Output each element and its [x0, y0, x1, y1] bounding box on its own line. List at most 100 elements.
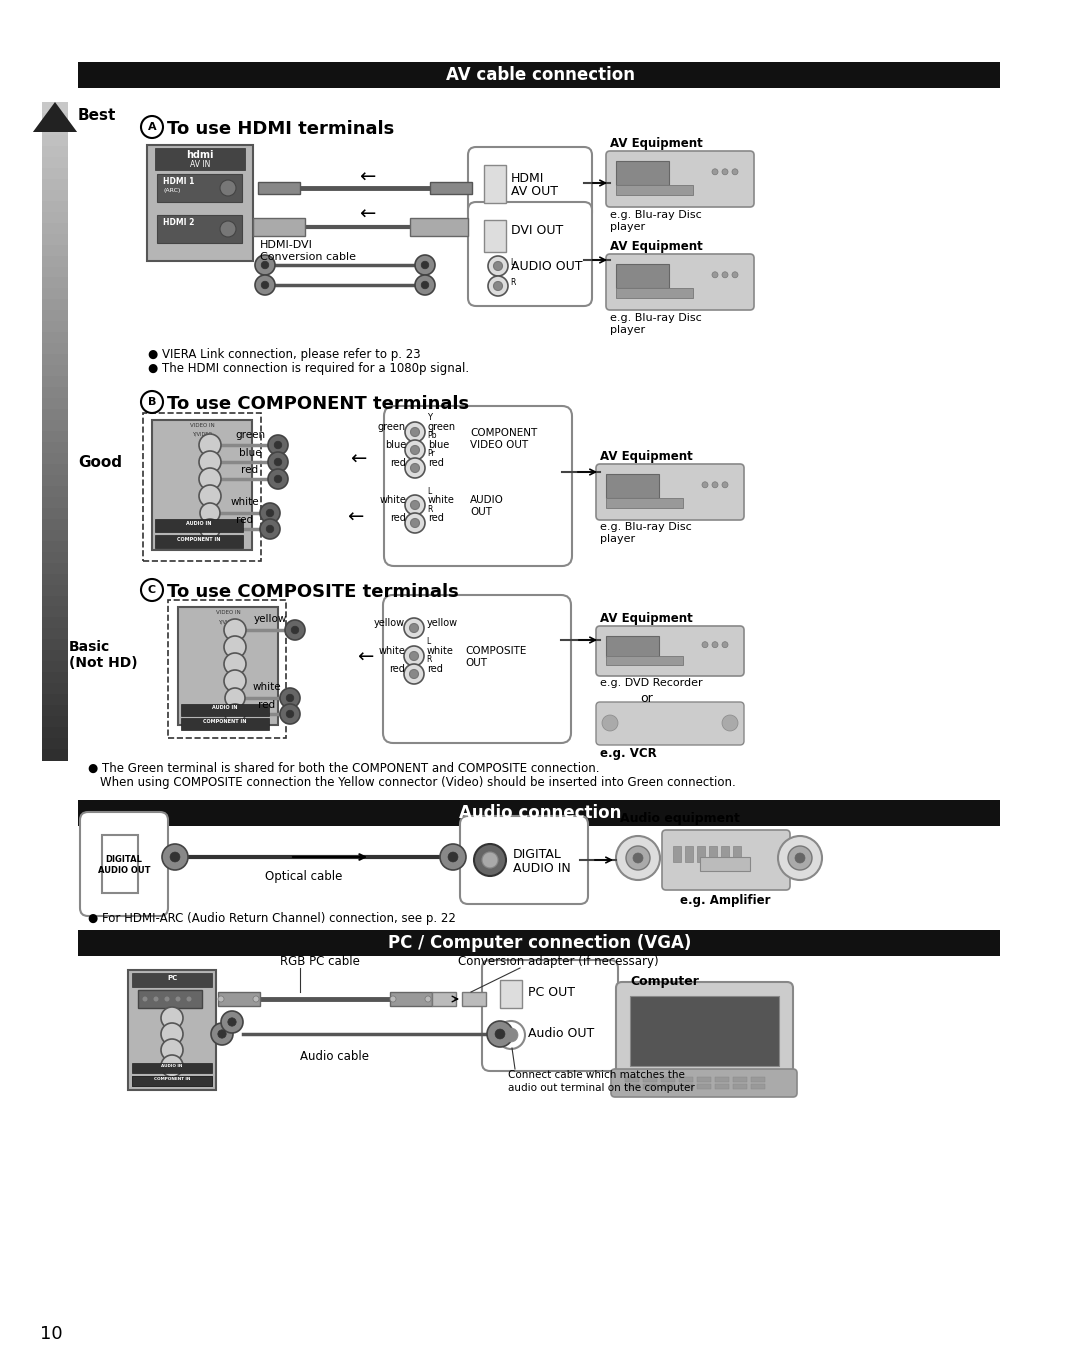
Circle shape — [141, 579, 163, 601]
Text: R: R — [427, 505, 432, 514]
Bar — [42, 552, 68, 564]
Bar — [42, 453, 68, 465]
Circle shape — [474, 844, 507, 875]
Circle shape — [495, 1030, 505, 1039]
Text: red: red — [390, 513, 406, 524]
Circle shape — [421, 281, 429, 288]
Bar — [42, 475, 68, 487]
Text: OUT: OUT — [470, 507, 492, 517]
Bar — [484, 165, 507, 203]
Text: Y: Y — [427, 413, 432, 422]
Text: AUDIO OUT: AUDIO OUT — [98, 866, 150, 875]
Bar — [157, 175, 242, 202]
Bar — [606, 656, 683, 666]
Circle shape — [426, 996, 431, 1003]
Circle shape — [410, 501, 419, 510]
Text: white: white — [378, 645, 405, 656]
Text: e.g. Blu-ray Disc: e.g. Blu-ray Disc — [600, 522, 692, 532]
Circle shape — [405, 495, 426, 515]
Text: or: or — [640, 691, 652, 705]
Circle shape — [488, 276, 508, 296]
Circle shape — [218, 996, 224, 1003]
Bar — [78, 800, 1000, 825]
Circle shape — [410, 518, 419, 528]
Bar — [42, 705, 68, 717]
Text: red: red — [237, 515, 254, 525]
Text: AV IN: AV IN — [190, 160, 211, 169]
Circle shape — [286, 710, 294, 718]
Text: To use HDMI terminals: To use HDMI terminals — [167, 120, 394, 138]
Text: white: white — [379, 495, 406, 505]
Circle shape — [225, 704, 245, 724]
Text: ● The Green terminal is shared for both the COMPONENT and COMPOSITE connection.: ● The Green terminal is shared for both … — [87, 762, 599, 775]
Circle shape — [211, 1023, 233, 1045]
Circle shape — [161, 1023, 183, 1045]
Bar — [42, 101, 68, 114]
Text: Good: Good — [78, 455, 122, 469]
Text: blue: blue — [384, 440, 406, 451]
Bar — [143, 413, 261, 561]
Circle shape — [712, 482, 718, 488]
Circle shape — [268, 436, 288, 455]
Text: L: L — [426, 637, 430, 645]
Bar — [625, 1077, 639, 1082]
Bar — [42, 541, 68, 552]
Bar — [733, 1084, 747, 1089]
Bar — [42, 277, 68, 290]
Text: 10: 10 — [40, 1325, 63, 1344]
Bar — [132, 973, 212, 986]
Bar — [715, 1084, 729, 1089]
Bar — [42, 651, 68, 663]
Circle shape — [504, 1028, 518, 1042]
Bar — [715, 1077, 729, 1082]
Text: green: green — [235, 430, 265, 440]
Bar — [42, 595, 68, 607]
Text: ←: ← — [359, 168, 375, 187]
Circle shape — [390, 996, 396, 1003]
Text: ● VIERA Link connection, please refer to p. 23: ● VIERA Link connection, please refer to… — [148, 348, 420, 361]
Circle shape — [266, 525, 274, 533]
Circle shape — [723, 169, 728, 175]
Text: HDMI 1: HDMI 1 — [163, 177, 194, 185]
Text: white: white — [231, 497, 259, 507]
Text: white: white — [253, 682, 281, 691]
Text: Basic
(Not HD): Basic (Not HD) — [69, 640, 137, 670]
FancyBboxPatch shape — [596, 702, 744, 746]
Bar — [42, 256, 68, 268]
Text: e.g. Blu-ray Disc: e.g. Blu-ray Disc — [610, 210, 702, 221]
Text: VIDEO IN: VIDEO IN — [216, 610, 241, 616]
Circle shape — [405, 422, 426, 442]
Text: A: A — [148, 122, 157, 133]
Text: yellow: yellow — [374, 618, 405, 628]
Text: Best: Best — [78, 108, 117, 123]
Text: player: player — [610, 222, 645, 231]
Text: AUDIO IN: AUDIO IN — [161, 1063, 183, 1068]
Text: RGB PC cable: RGB PC cable — [280, 955, 360, 967]
Bar — [685, 846, 693, 862]
Text: Optical cable: Optical cable — [265, 870, 342, 884]
Bar — [42, 200, 68, 212]
FancyBboxPatch shape — [383, 595, 571, 743]
Bar — [42, 387, 68, 399]
Bar — [42, 464, 68, 476]
Bar — [630, 996, 779, 1066]
Bar — [673, 846, 681, 862]
Circle shape — [268, 452, 288, 472]
Bar — [78, 930, 1000, 957]
Circle shape — [153, 997, 159, 1001]
Bar — [679, 1084, 693, 1089]
Text: VIDEO IN: VIDEO IN — [190, 423, 214, 428]
Bar — [42, 333, 68, 344]
Circle shape — [421, 261, 429, 269]
Text: AUDIO OUT: AUDIO OUT — [511, 260, 582, 273]
Circle shape — [702, 641, 708, 648]
Text: AV Equipment: AV Equipment — [610, 137, 703, 150]
Text: audio out terminal on the computer: audio out terminal on the computer — [508, 1082, 694, 1093]
Circle shape — [224, 670, 246, 691]
Text: HDMI-DVI: HDMI-DVI — [260, 239, 313, 250]
Bar — [432, 992, 456, 1007]
FancyBboxPatch shape — [460, 816, 588, 904]
Circle shape — [161, 1055, 183, 1077]
Text: OUT: OUT — [465, 658, 487, 668]
Text: yellow: yellow — [254, 614, 286, 624]
